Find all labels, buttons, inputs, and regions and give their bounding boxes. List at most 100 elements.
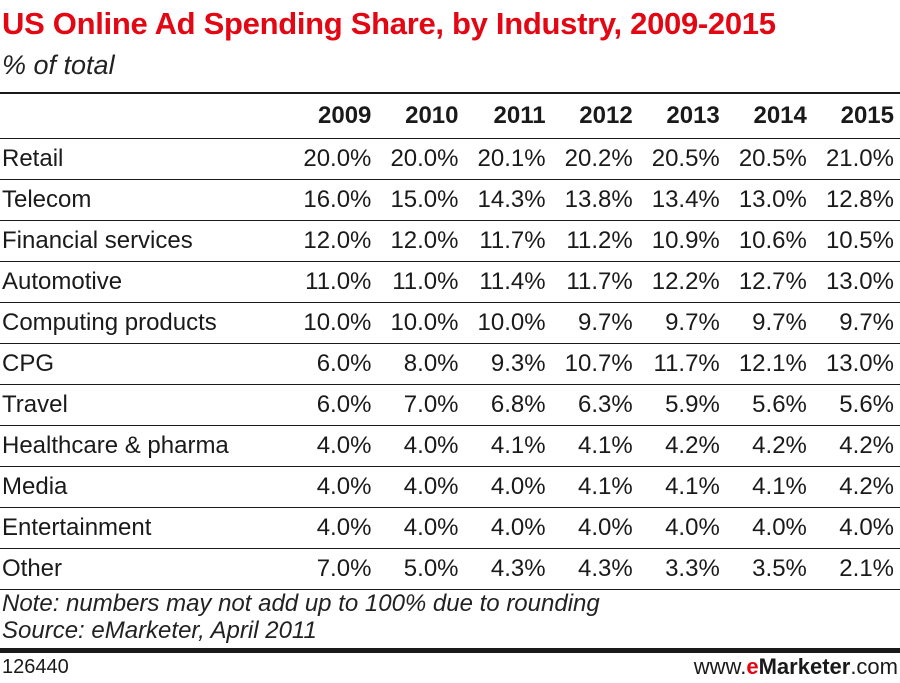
- table-row: Other 7.0% 5.0% 4.3% 4.3% 3.3% 3.5% 2.1%: [0, 549, 900, 590]
- table-cell: 11.0%: [305, 268, 372, 295]
- table-cell: 15.0%: [390, 186, 459, 213]
- table-cell: 2.1%: [839, 555, 894, 582]
- table-cell: 5.0%: [403, 555, 459, 582]
- table-cell: 16.0%: [303, 186, 372, 213]
- table-cell: 4.0%: [403, 432, 459, 459]
- rounding-note: Note: numbers may not add up to 100% due…: [2, 590, 600, 617]
- table-cell: 4.1%: [752, 473, 807, 500]
- table-cell: 6.3%: [577, 391, 633, 418]
- table-cell: 4.0%: [316, 432, 372, 459]
- table-cell: 11.0%: [392, 268, 459, 295]
- table-cell: 12.8%: [825, 186, 894, 213]
- row-label: Healthcare & pharma: [2, 432, 229, 459]
- row-label: Media: [2, 473, 68, 500]
- row-label: Entertainment: [2, 514, 152, 541]
- table-cell: 7.0%: [403, 391, 459, 418]
- column-header-2014: 2014: [753, 102, 807, 129]
- source-note: Source: eMarketer, April 2011: [2, 617, 317, 644]
- table-cell: 4.3%: [490, 555, 546, 582]
- table-cell: 3.3%: [665, 555, 720, 582]
- table-cell: 4.1%: [490, 432, 546, 459]
- table-cell: 10.0%: [390, 309, 459, 336]
- brand-url: www.eMarketer.com: [694, 654, 898, 680]
- table-cell: 4.0%: [403, 514, 459, 541]
- table-cell: 10.5%: [825, 227, 894, 254]
- table-cell: 9.7%: [665, 309, 720, 336]
- table-cell: 4.2%: [752, 432, 807, 459]
- column-header-2013: 2013: [666, 102, 720, 129]
- table-cell: 20.5%: [738, 145, 807, 172]
- table-row: Automotive 11.0% 11.0% 11.4% 11.7% 12.2% 12.7%…: [0, 262, 900, 303]
- chart-subtitle: % of total: [2, 50, 115, 80]
- table-row: Healthcare & pharma 4.0% 4.0% 4.1% 4.1% 4.2% 4…: [0, 426, 900, 467]
- row-label: Computing products: [2, 309, 217, 336]
- table-cell: 10.0%: [303, 309, 372, 336]
- table-cell: 4.2%: [665, 432, 720, 459]
- table-cell: 11.2%: [566, 227, 633, 254]
- row-label: Travel: [2, 391, 68, 418]
- table-cell: 4.2%: [839, 473, 894, 500]
- row-label: CPG: [2, 350, 55, 377]
- table-cell: 13.4%: [651, 186, 720, 213]
- table-cell: 12.0%: [390, 227, 459, 254]
- table-header-row: 2009 2010 2011 2012 2013 2014 2015: [0, 93, 900, 139]
- table-cell: 5.6%: [752, 391, 807, 418]
- brand-name: Marketer: [758, 654, 851, 679]
- table-cell: 4.2%: [839, 432, 894, 459]
- table-cell: 20.1%: [477, 145, 546, 172]
- table-row: Computing products 10.0% 10.0% 10.0% 9.7% 9.7…: [0, 303, 900, 344]
- table-cell: 11.4%: [479, 268, 546, 295]
- row-label: Financial services: [2, 227, 193, 254]
- table-cell: 13.0%: [825, 350, 894, 377]
- table-row: Retail 20.0% 20.0% 20.1% 20.2% 20.5% 20.5% 21.0…: [0, 139, 900, 180]
- row-label: Telecom: [2, 186, 92, 213]
- table-cell: 11.7%: [479, 227, 546, 254]
- table-cell: 4.0%: [490, 514, 546, 541]
- column-header-2011: 2011: [493, 102, 546, 129]
- table-body: Retail 20.0% 20.0% 20.1% 20.2% 20.5% 20.5% 21.0…: [0, 139, 900, 590]
- brand-suffix: .com: [850, 654, 898, 679]
- table-cell: 10.9%: [651, 227, 720, 254]
- table-cell: 10.6%: [738, 227, 807, 254]
- brand-e: e: [746, 654, 759, 679]
- table-cell: 12.1%: [738, 350, 807, 377]
- table-cell: 6.0%: [316, 391, 372, 418]
- table-cell: 4.0%: [752, 514, 807, 541]
- table-cell: 4.0%: [839, 514, 894, 541]
- table-row: Entertainment 4.0% 4.0% 4.0% 4.0% 4.0% 4.0% 4.0…: [0, 508, 900, 549]
- table-cell: 4.0%: [665, 514, 720, 541]
- table-cell: 12.2%: [651, 268, 720, 295]
- table-cell: 11.7%: [566, 268, 633, 295]
- table-cell: 12.7%: [738, 268, 807, 295]
- table-row: Financial services 12.0% 12.0% 11.7% 11.2% 10…: [0, 221, 900, 262]
- table-cell: 4.1%: [577, 432, 633, 459]
- table-cell: 20.0%: [390, 145, 459, 172]
- table-cell: 9.3%: [490, 350, 546, 377]
- footnote: Note: numbers may not add up to 100% due…: [2, 590, 600, 644]
- table-cell: 14.3%: [477, 186, 546, 213]
- column-header-2010: 2010: [405, 102, 459, 129]
- table-cell: 4.0%: [316, 514, 372, 541]
- table-cell: 21.0%: [825, 145, 894, 172]
- chart-id: 126440: [2, 656, 69, 678]
- table-cell: 9.7%: [752, 309, 807, 336]
- table-header-label: [0, 93, 290, 139]
- table-cell: 11.7%: [653, 350, 720, 377]
- table-cell: 20.2%: [564, 145, 633, 172]
- data-table: 2009 2010 2011 2012 2013 2014 2015 Retail 20.0%…: [0, 92, 900, 590]
- table-cell: 4.0%: [577, 514, 633, 541]
- table-cell: 20.0%: [303, 145, 372, 172]
- table-row: Telecom 16.0% 15.0% 14.3% 13.8% 13.4% 13.0% 12.…: [0, 180, 900, 221]
- table-cell: 9.7%: [839, 309, 894, 336]
- row-label: Retail: [2, 145, 64, 172]
- column-header-2015: 2015: [840, 102, 894, 129]
- row-label: Automotive: [2, 268, 123, 295]
- table-cell: 10.7%: [564, 350, 633, 377]
- table-cell: 4.0%: [316, 473, 372, 500]
- table-cell: 13.8%: [564, 186, 633, 213]
- table-cell: 3.5%: [752, 555, 807, 582]
- column-header-2012: 2012: [579, 102, 633, 129]
- table-cell: 12.0%: [303, 227, 372, 254]
- footer-divider: [0, 648, 900, 653]
- table-cell: 6.8%: [490, 391, 546, 418]
